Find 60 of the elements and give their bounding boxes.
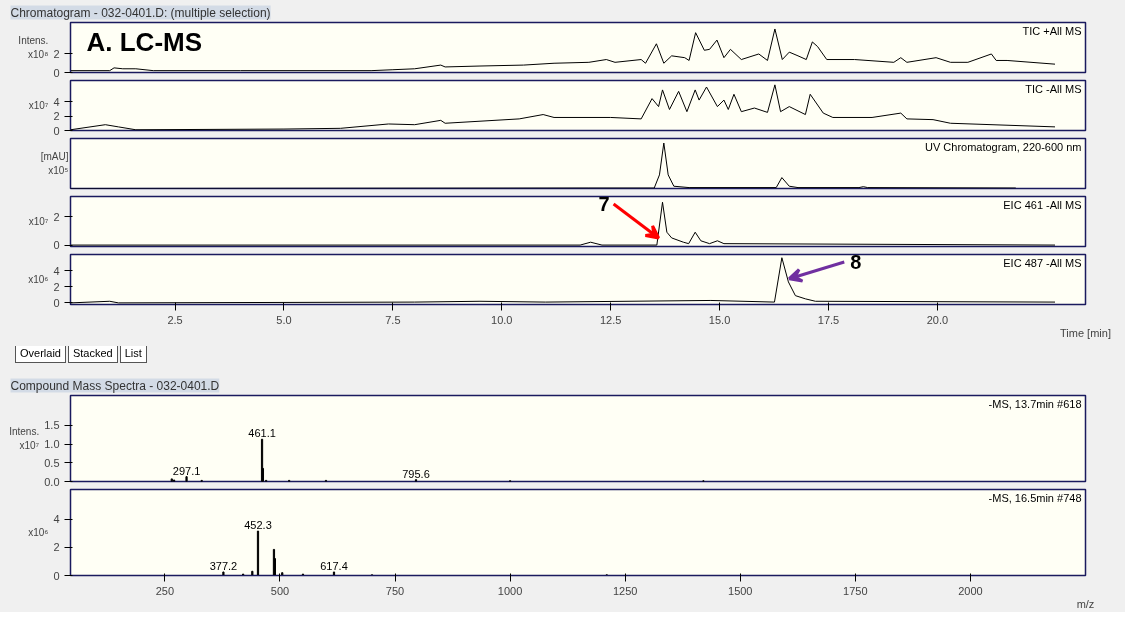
x-tick-label: 750 bbox=[385, 584, 405, 597]
y-tick-label: 4 bbox=[53, 95, 60, 108]
x-tick-label: 2.5 bbox=[167, 313, 183, 326]
y-axis-title: x10⁷ bbox=[28, 100, 49, 111]
x-tick-label: 2000 bbox=[958, 584, 983, 597]
y-axis-title: Intens. x10⁷ bbox=[9, 426, 40, 451]
text: TIC -All MS bbox=[1025, 82, 1082, 95]
text: -MS, 13.7min #618 bbox=[988, 397, 1082, 410]
annotation: 461.1 bbox=[248, 427, 276, 440]
y-tick-label: 0 bbox=[53, 124, 60, 137]
text: EIC 461 -All MS bbox=[1003, 198, 1082, 211]
annotation: 8 bbox=[850, 251, 862, 273]
text: TIC +All MS bbox=[1022, 24, 1082, 37]
x-tick-label: 7.5 bbox=[385, 313, 401, 326]
x-tick-label: 15.0 bbox=[708, 313, 731, 326]
chart-title: Chromatogram - 032-0401.D: (multiple selection) bbox=[10, 5, 271, 20]
y-tick-label: 2 bbox=[53, 541, 60, 554]
x-axis-title: Time [min] bbox=[1060, 326, 1111, 339]
y-axis-title: [mAU] x10⁵ bbox=[40, 151, 69, 176]
x-tick-label: 5.0 bbox=[276, 313, 292, 326]
y-axis-title: x10⁶ bbox=[28, 527, 49, 538]
chart-title: Compound Mass Spectra - 032-0401.D bbox=[10, 378, 220, 393]
text: UV Chromatogram, 220-600 nm bbox=[924, 140, 1082, 153]
y-tick-label: 0 bbox=[53, 296, 60, 309]
x-tick-label: 1750 bbox=[843, 584, 868, 597]
y-tick-label: 2 bbox=[53, 110, 60, 123]
annotation: 297.1 bbox=[172, 464, 201, 477]
y-tick-label: 0.0 bbox=[44, 475, 60, 488]
y-tick-label: 1.0 bbox=[44, 438, 60, 451]
x-tick-label: 1000 bbox=[497, 584, 523, 597]
x-tick-label: 17.5 bbox=[817, 313, 840, 326]
y-axis-title: x10⁷ bbox=[28, 216, 49, 227]
annotation: 795.6 bbox=[402, 467, 430, 480]
y-axis-title: x10⁶ bbox=[28, 274, 49, 285]
y-tick-label: 2 bbox=[53, 280, 60, 293]
y-axis-title: Intens. x10⁸ bbox=[18, 35, 49, 60]
x-tick-label: 500 bbox=[270, 584, 290, 597]
y-tick-label: 1.5 bbox=[44, 419, 60, 432]
annotation: 452.3 bbox=[244, 519, 272, 532]
y-tick-label: 0 bbox=[53, 239, 60, 252]
x-tick-label: 1500 bbox=[728, 584, 753, 597]
annotation: 7 bbox=[598, 193, 610, 215]
y-tick-label: 2 bbox=[53, 47, 60, 60]
x-tick-label: 1250 bbox=[612, 584, 638, 597]
y-tick-label: 2 bbox=[53, 210, 60, 223]
y-tick-label: 4 bbox=[53, 513, 60, 526]
text: -MS, 16.5min #748 bbox=[988, 491, 1082, 504]
chart-subtitle: A. LC-MS bbox=[86, 26, 203, 57]
annotation: 617.4 bbox=[320, 559, 348, 572]
x-tick-label: 250 bbox=[155, 584, 175, 597]
y-tick-label: 0.5 bbox=[44, 456, 60, 469]
y-tick-label: 0 bbox=[53, 66, 60, 79]
x-tick-label: 10.0 bbox=[491, 313, 513, 326]
x-tick-label: 12.5 bbox=[599, 313, 622, 326]
x-tick-label: 20.0 bbox=[926, 313, 949, 326]
y-tick-label: 4 bbox=[53, 264, 60, 277]
annotation: 377.2 bbox=[209, 559, 238, 572]
x-axis-title: m/z bbox=[1076, 597, 1095, 610]
y-tick-label: 0 bbox=[53, 569, 60, 582]
text: EIC 487 -All MS bbox=[1003, 256, 1082, 269]
